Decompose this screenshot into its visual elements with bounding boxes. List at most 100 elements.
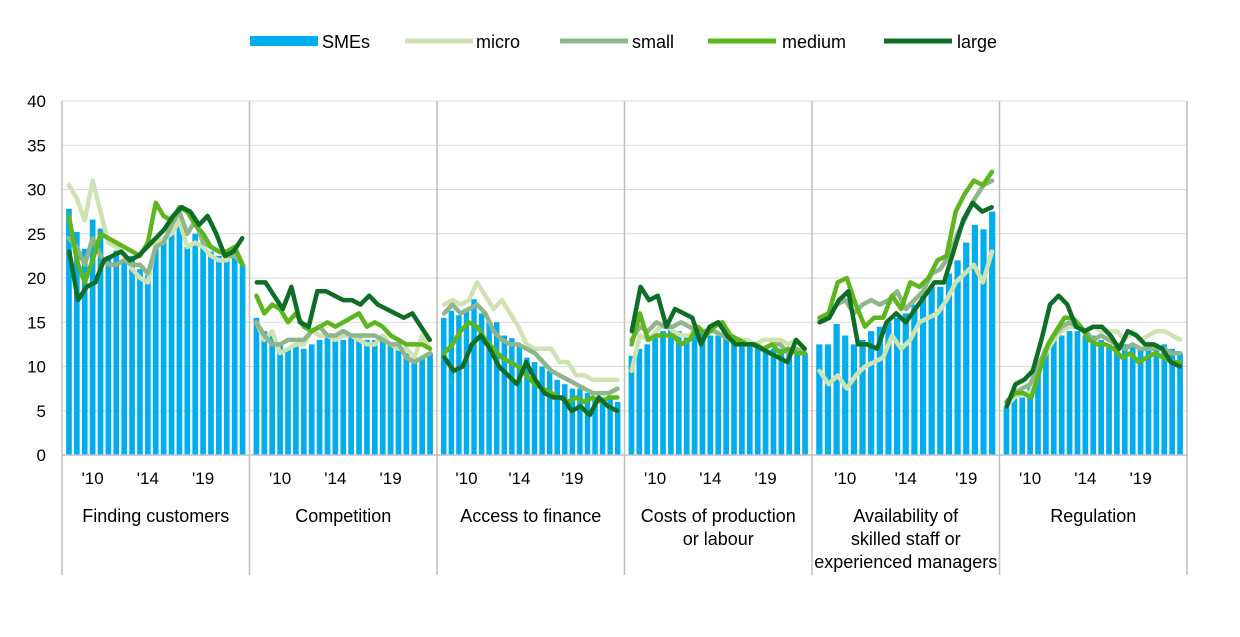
x-tick-label: '10 <box>82 469 104 488</box>
panel-label: Costs of production or labour <box>641 506 796 549</box>
bar-smes <box>300 348 307 455</box>
bar-smes <box>97 228 104 455</box>
bar-smes <box>137 269 143 455</box>
y-tick-label: 40 <box>27 92 46 111</box>
bar-smes <box>928 286 935 455</box>
bar-smes <box>1074 331 1081 455</box>
bar-smes <box>395 344 402 455</box>
bar-smes <box>486 322 492 455</box>
bar-smes <box>387 344 394 455</box>
bar-smes <box>371 339 378 455</box>
bar-smes <box>539 366 545 455</box>
panel-label-line: Costs of production <box>641 506 796 526</box>
bar-smes <box>954 260 961 455</box>
bar-smes <box>770 348 777 455</box>
bar-smes <box>1043 348 1049 455</box>
y-tick-label: 5 <box>37 402 46 421</box>
x-tick-label: '19 <box>1130 469 1152 488</box>
bar-smes <box>816 344 823 455</box>
bar-smes <box>945 273 953 455</box>
panel-label-line: Competition <box>295 506 391 526</box>
bar-smes <box>1129 344 1136 455</box>
bar-smes <box>1027 384 1033 455</box>
bar-smes <box>1082 335 1089 455</box>
bar-smes <box>239 264 246 455</box>
bar-smes <box>113 250 120 455</box>
bar-smes <box>577 388 583 455</box>
bar-smes <box>652 335 658 455</box>
legend-item-large: large <box>884 32 997 52</box>
x-tick-label: '10 <box>269 469 291 488</box>
x-tick-label: '19 <box>561 469 583 488</box>
bar-smes <box>121 260 128 455</box>
series-line-large <box>1004 293 1182 409</box>
bar-smes <box>902 313 909 455</box>
bar-smes <box>441 317 447 455</box>
bar-smes <box>427 353 433 455</box>
panel-label-line: Availability of <box>853 506 959 526</box>
series-line-large <box>442 333 620 418</box>
panel-label: Finding customers <box>82 506 229 526</box>
bar-smes <box>699 331 706 455</box>
y-tick-label: 30 <box>27 181 46 200</box>
legend-label-micro: micro <box>476 32 520 52</box>
series-line-micro <box>817 249 995 391</box>
bar-smes <box>493 322 500 455</box>
bar-smes <box>802 353 808 455</box>
bar-smes <box>1003 406 1010 455</box>
bar-smes <box>1177 353 1183 455</box>
legend-label-medium: medium <box>782 32 846 52</box>
bar-smes <box>1050 339 1057 455</box>
bar-smes <box>1106 344 1112 455</box>
y-tick-label: 20 <box>27 269 46 288</box>
bar-smes <box>1066 331 1073 455</box>
x-tick-label: '14 <box>324 469 346 488</box>
bar-smes <box>524 357 530 455</box>
bar-smes <box>876 326 883 455</box>
bar-smes <box>1169 348 1176 455</box>
bar-smes <box>636 348 643 455</box>
bar-smes <box>569 388 576 455</box>
bar-smes <box>691 326 698 455</box>
panel-label-line: skilled staff or <box>851 529 961 549</box>
bar-smes <box>833 324 840 455</box>
panel-2: '10 '14 '19 Access to finance <box>441 280 621 526</box>
bar-smes <box>223 257 230 455</box>
x-tick-label: '10 <box>455 469 477 488</box>
series-line-small <box>441 302 620 396</box>
bar-smes <box>208 251 214 455</box>
bar-smes <box>614 401 621 455</box>
bar-smes <box>176 220 183 455</box>
y-tick-label: 35 <box>27 136 46 155</box>
bar-smes <box>1153 344 1160 455</box>
bar-smes <box>531 362 538 455</box>
bar-smes <box>989 211 996 455</box>
bar-smes <box>746 344 753 455</box>
series-line-large <box>629 284 807 365</box>
series-line-medium <box>1004 315 1183 405</box>
bar-smes <box>411 357 418 455</box>
panel-label: Access to finance <box>460 506 601 526</box>
bar-smes <box>842 335 849 455</box>
panel-label-line: Regulation <box>1050 506 1136 526</box>
panel-1: '10 '14 '19 Competition <box>253 280 433 526</box>
bar-smes <box>859 339 866 455</box>
bar-smes <box>478 313 485 455</box>
y-tick-label: 0 <box>37 446 46 465</box>
bar-smes <box>794 348 801 455</box>
bar-smes <box>675 331 682 455</box>
bar-smes <box>105 255 112 455</box>
bar-smes <box>762 348 769 455</box>
bar-smes <box>980 229 987 455</box>
bar-smes <box>971 224 979 455</box>
bar-smes <box>1121 344 1128 455</box>
legend: SMEs micro small medium large <box>250 32 997 52</box>
series-line-micro <box>66 178 245 285</box>
bar-smes <box>293 344 299 455</box>
bar-smes <box>200 242 206 455</box>
series-line-medium <box>66 200 245 285</box>
series-line-large <box>254 280 432 343</box>
bar-smes <box>129 255 135 455</box>
bar-smes <box>707 335 714 455</box>
